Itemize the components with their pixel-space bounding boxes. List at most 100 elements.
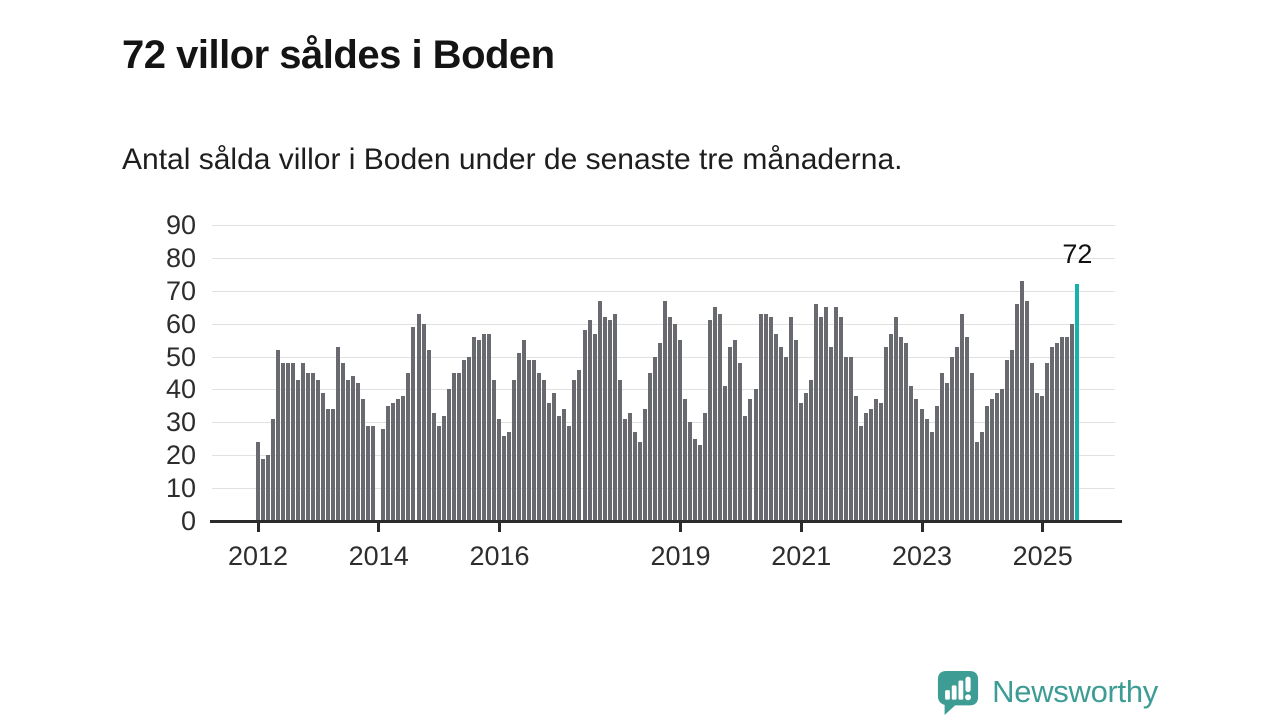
bar (773, 333, 778, 521)
bar (683, 399, 687, 521)
bar (310, 373, 315, 521)
bar (854, 396, 859, 521)
y-axis-label: 40 (165, 374, 196, 404)
bar (582, 330, 587, 521)
bar (738, 363, 743, 521)
bar (386, 405, 391, 521)
gridline (212, 291, 1115, 292)
x-axis-label: 2023 (891, 541, 953, 571)
bar (974, 442, 979, 521)
bar (270, 419, 275, 521)
bar (597, 300, 602, 521)
bar (617, 379, 622, 521)
bar (1010, 350, 1014, 521)
bar (884, 346, 889, 521)
bar (999, 389, 1004, 521)
bar (1015, 303, 1019, 521)
x-axis-tick (1041, 523, 1045, 532)
bar (436, 425, 441, 521)
bar (547, 402, 552, 521)
bar (944, 382, 949, 521)
bar (275, 350, 280, 521)
bar (818, 317, 823, 521)
bar (899, 336, 904, 521)
x-axis-tick (377, 523, 381, 532)
bar (592, 333, 597, 521)
bar (481, 333, 486, 521)
bar (426, 350, 431, 521)
bar (673, 323, 677, 521)
bar (557, 415, 562, 521)
bar (713, 307, 718, 521)
bar (693, 438, 698, 521)
bar (446, 389, 451, 521)
x-axis-tick (920, 523, 924, 532)
bar (964, 336, 969, 521)
bar (391, 402, 396, 521)
bar (788, 317, 793, 521)
x-axis-label: 2019 (650, 541, 711, 571)
bar (914, 399, 919, 521)
bar (904, 343, 909, 521)
bar (924, 419, 929, 521)
bar (622, 419, 627, 521)
bar (969, 373, 974, 521)
bar (265, 455, 270, 521)
bar (657, 343, 662, 521)
bar (320, 392, 325, 521)
bar (577, 369, 582, 521)
bar (834, 307, 838, 521)
bar (652, 356, 657, 521)
bar (642, 409, 647, 521)
bar (733, 340, 738, 521)
bar (295, 379, 300, 521)
gridline (212, 258, 1115, 259)
bar (1070, 323, 1075, 521)
bar (753, 389, 758, 521)
bar (929, 432, 934, 521)
bar (688, 422, 693, 521)
bar (939, 373, 944, 521)
bar (768, 317, 773, 521)
bar (959, 313, 964, 521)
bar (839, 317, 843, 521)
bar (1055, 343, 1060, 521)
bar (607, 320, 612, 521)
bar (1050, 346, 1055, 521)
bar (864, 412, 869, 521)
bar (572, 379, 577, 521)
bar (325, 409, 330, 521)
bar (989, 399, 994, 521)
bar (562, 409, 567, 521)
brand-name: Newsworthy (992, 674, 1158, 709)
bar (934, 405, 939, 521)
y-axis-label: 70 (165, 276, 196, 306)
bar (637, 442, 642, 521)
bar (502, 435, 506, 521)
bar (441, 415, 446, 521)
bar (1005, 359, 1009, 521)
bar (728, 346, 733, 521)
x-axis-label: 2021 (771, 541, 832, 571)
bar (828, 346, 833, 521)
chart-subtitle: Antal sålda villor i Boden under de sena… (122, 143, 903, 176)
bar (662, 300, 667, 521)
bar (522, 340, 527, 521)
bar (803, 392, 808, 521)
bar (823, 307, 828, 521)
bar (507, 432, 511, 521)
bar (678, 340, 682, 521)
brand-footer: Newsworthy (936, 668, 1158, 716)
bar (381, 428, 386, 521)
bar (542, 379, 547, 521)
y-axis-label: 50 (165, 342, 196, 372)
bar (984, 405, 989, 521)
bar (356, 382, 361, 521)
bar (351, 376, 356, 521)
bar (798, 402, 803, 521)
bar (954, 346, 959, 521)
bar (466, 356, 471, 521)
x-axis-line (210, 520, 1122, 523)
bar (879, 402, 884, 521)
